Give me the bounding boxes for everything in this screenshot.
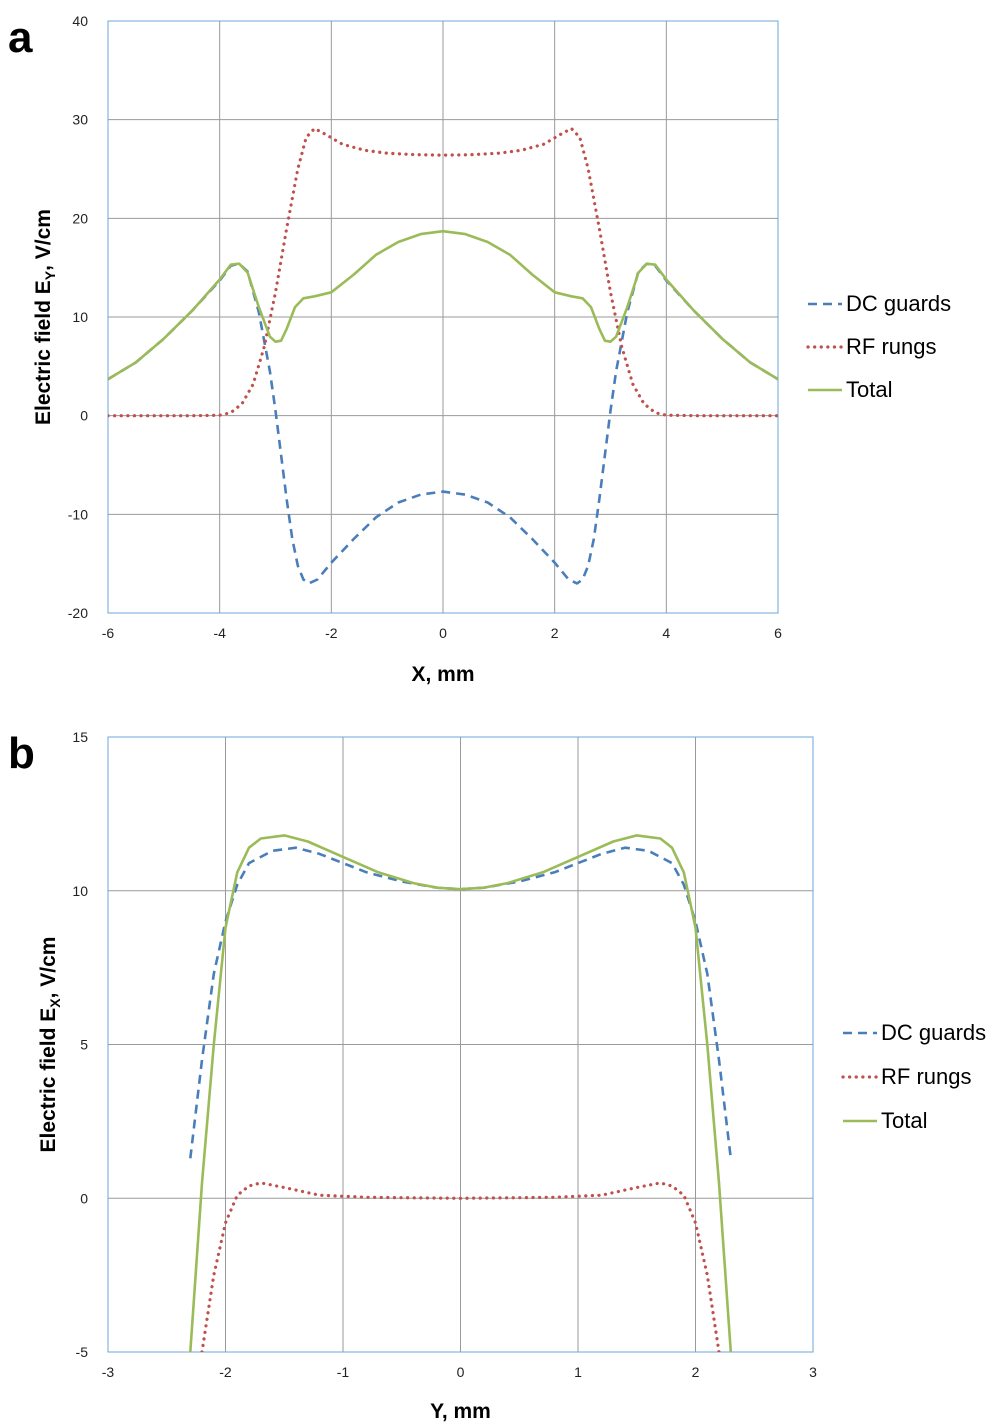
y-tick-label: 10 — [72, 883, 88, 899]
legend-label: Total — [881, 1108, 927, 1133]
series-line-rf-rungs — [108, 126, 778, 418]
chart-panel-b: b -3 -2 -1 0 1 2 3 -5 0 5 10 15 Y, mm Electric field E… — [8, 729, 986, 1423]
panel-letter: b — [8, 729, 35, 778]
x-tick-label: -1 — [337, 1364, 350, 1380]
legend-label: DC guards — [846, 291, 951, 316]
x-tick-label: 0 — [457, 1364, 465, 1380]
y-axis-title: Electric field EX, V/cm — [37, 937, 63, 1153]
x-tick-label: -6 — [102, 625, 115, 641]
x-tick-label: 3 — [809, 1364, 817, 1380]
y-axis-title-unit: , V/cm — [37, 937, 60, 999]
y-tick-label: 5 — [80, 1037, 88, 1053]
plot-area-border — [107, 736, 814, 1353]
x-tick-label: -2 — [219, 1364, 232, 1380]
plot-area-border — [107, 20, 779, 614]
series-line-dc-guards — [189, 846, 733, 1159]
x-tick-label: 2 — [692, 1364, 700, 1380]
x-tick-label: -3 — [102, 1364, 115, 1380]
panel-letter: a — [8, 13, 33, 62]
y-axis-title-main: Electric field E — [32, 280, 55, 425]
x-tick-label: 2 — [551, 625, 559, 641]
y-tick-label: 20 — [72, 210, 88, 226]
y-tick-label: 0 — [80, 408, 88, 424]
series-line-total — [108, 229, 778, 381]
y-axis-title-subscript: X — [47, 998, 63, 1008]
y-tick-label: -20 — [68, 605, 88, 621]
x-tick-label: 4 — [662, 625, 670, 641]
y-tick-label: 30 — [72, 112, 88, 128]
x-axis-title: X, mm — [411, 663, 474, 686]
legend-label: Total — [846, 377, 892, 402]
y-tick-label: -5 — [76, 1344, 89, 1360]
x-tick-label: 6 — [774, 625, 782, 641]
legend-label: RF rungs — [881, 1064, 971, 1089]
series-line-rf-rungs — [200, 1181, 721, 1352]
y-tick-label: -10 — [68, 506, 88, 522]
y-tick-label: 40 — [72, 13, 88, 29]
y-tick-label: 0 — [80, 1190, 88, 1206]
y-axis-title-main: Electric field E — [37, 1008, 60, 1153]
x-tick-label: 0 — [439, 625, 447, 641]
y-axis-title-subscript: Y — [42, 270, 58, 280]
y-tick-label: 10 — [72, 309, 88, 325]
y-axis-title-unit: , V/cm — [32, 209, 55, 271]
y-tick-label: 15 — [72, 729, 88, 745]
series-line-total — [189, 834, 733, 1352]
legend-label: DC guards — [881, 1020, 986, 1045]
legend-label: RF rungs — [846, 334, 936, 359]
y-axis-title: Electric field EY, V/cm — [32, 209, 58, 425]
x-tick-label: -2 — [325, 625, 338, 641]
x-axis-title: Y, mm — [430, 1400, 491, 1423]
x-tick-label: 1 — [574, 1364, 582, 1380]
x-tick-label: -4 — [213, 625, 226, 641]
